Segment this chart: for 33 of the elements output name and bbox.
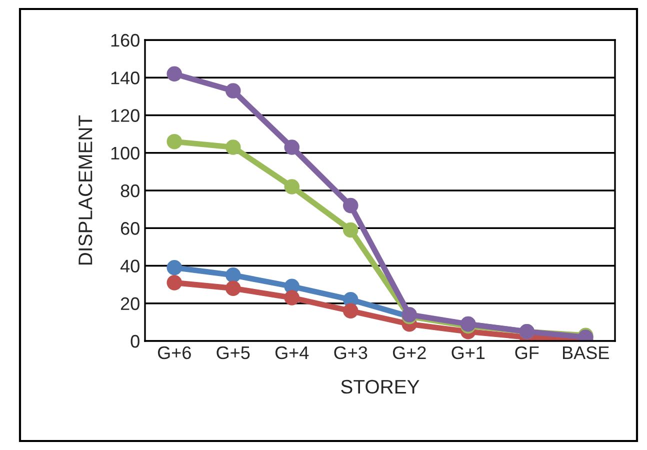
- y-tick-label: 120: [111, 109, 140, 122]
- point: [284, 179, 300, 194]
- y-tick-label: 0: [130, 334, 140, 348]
- point: [166, 260, 182, 276]
- x-axis-title: STOREY: [341, 380, 420, 394]
- x-tick-label: G+2: [392, 346, 426, 360]
- x-tick-label: BASE: [563, 346, 609, 360]
- y-tick-label: 160: [111, 34, 140, 47]
- y-tick-label: 140: [111, 72, 140, 84]
- y-tick-label: 80: [120, 184, 140, 198]
- point: [166, 134, 182, 150]
- y-axis-title: DISPLACEMENT: [78, 115, 92, 265]
- y-tick-label: 40: [120, 260, 140, 272]
- point: [225, 83, 241, 98]
- x-tick-label: G+6: [158, 346, 191, 360]
- x-tick-label: GF: [515, 346, 539, 360]
- x-tick-label: G+4: [275, 346, 309, 360]
- point: [342, 222, 358, 238]
- y-tick-label: 100: [111, 146, 140, 160]
- point: [284, 140, 300, 155]
- point: [342, 198, 358, 214]
- y-tick-label: 60: [120, 222, 140, 235]
- x-tick-label: G+3: [334, 346, 368, 360]
- point: [342, 303, 358, 319]
- point: [225, 268, 241, 283]
- point: [225, 140, 241, 155]
- x-tick-label: G+5: [216, 346, 250, 360]
- point: [284, 290, 300, 306]
- y-tick-label: 20: [120, 297, 140, 310]
- x-tick-label: G+1: [452, 346, 485, 360]
- point: [166, 66, 182, 82]
- point: [166, 275, 182, 290]
- point: [225, 280, 241, 296]
